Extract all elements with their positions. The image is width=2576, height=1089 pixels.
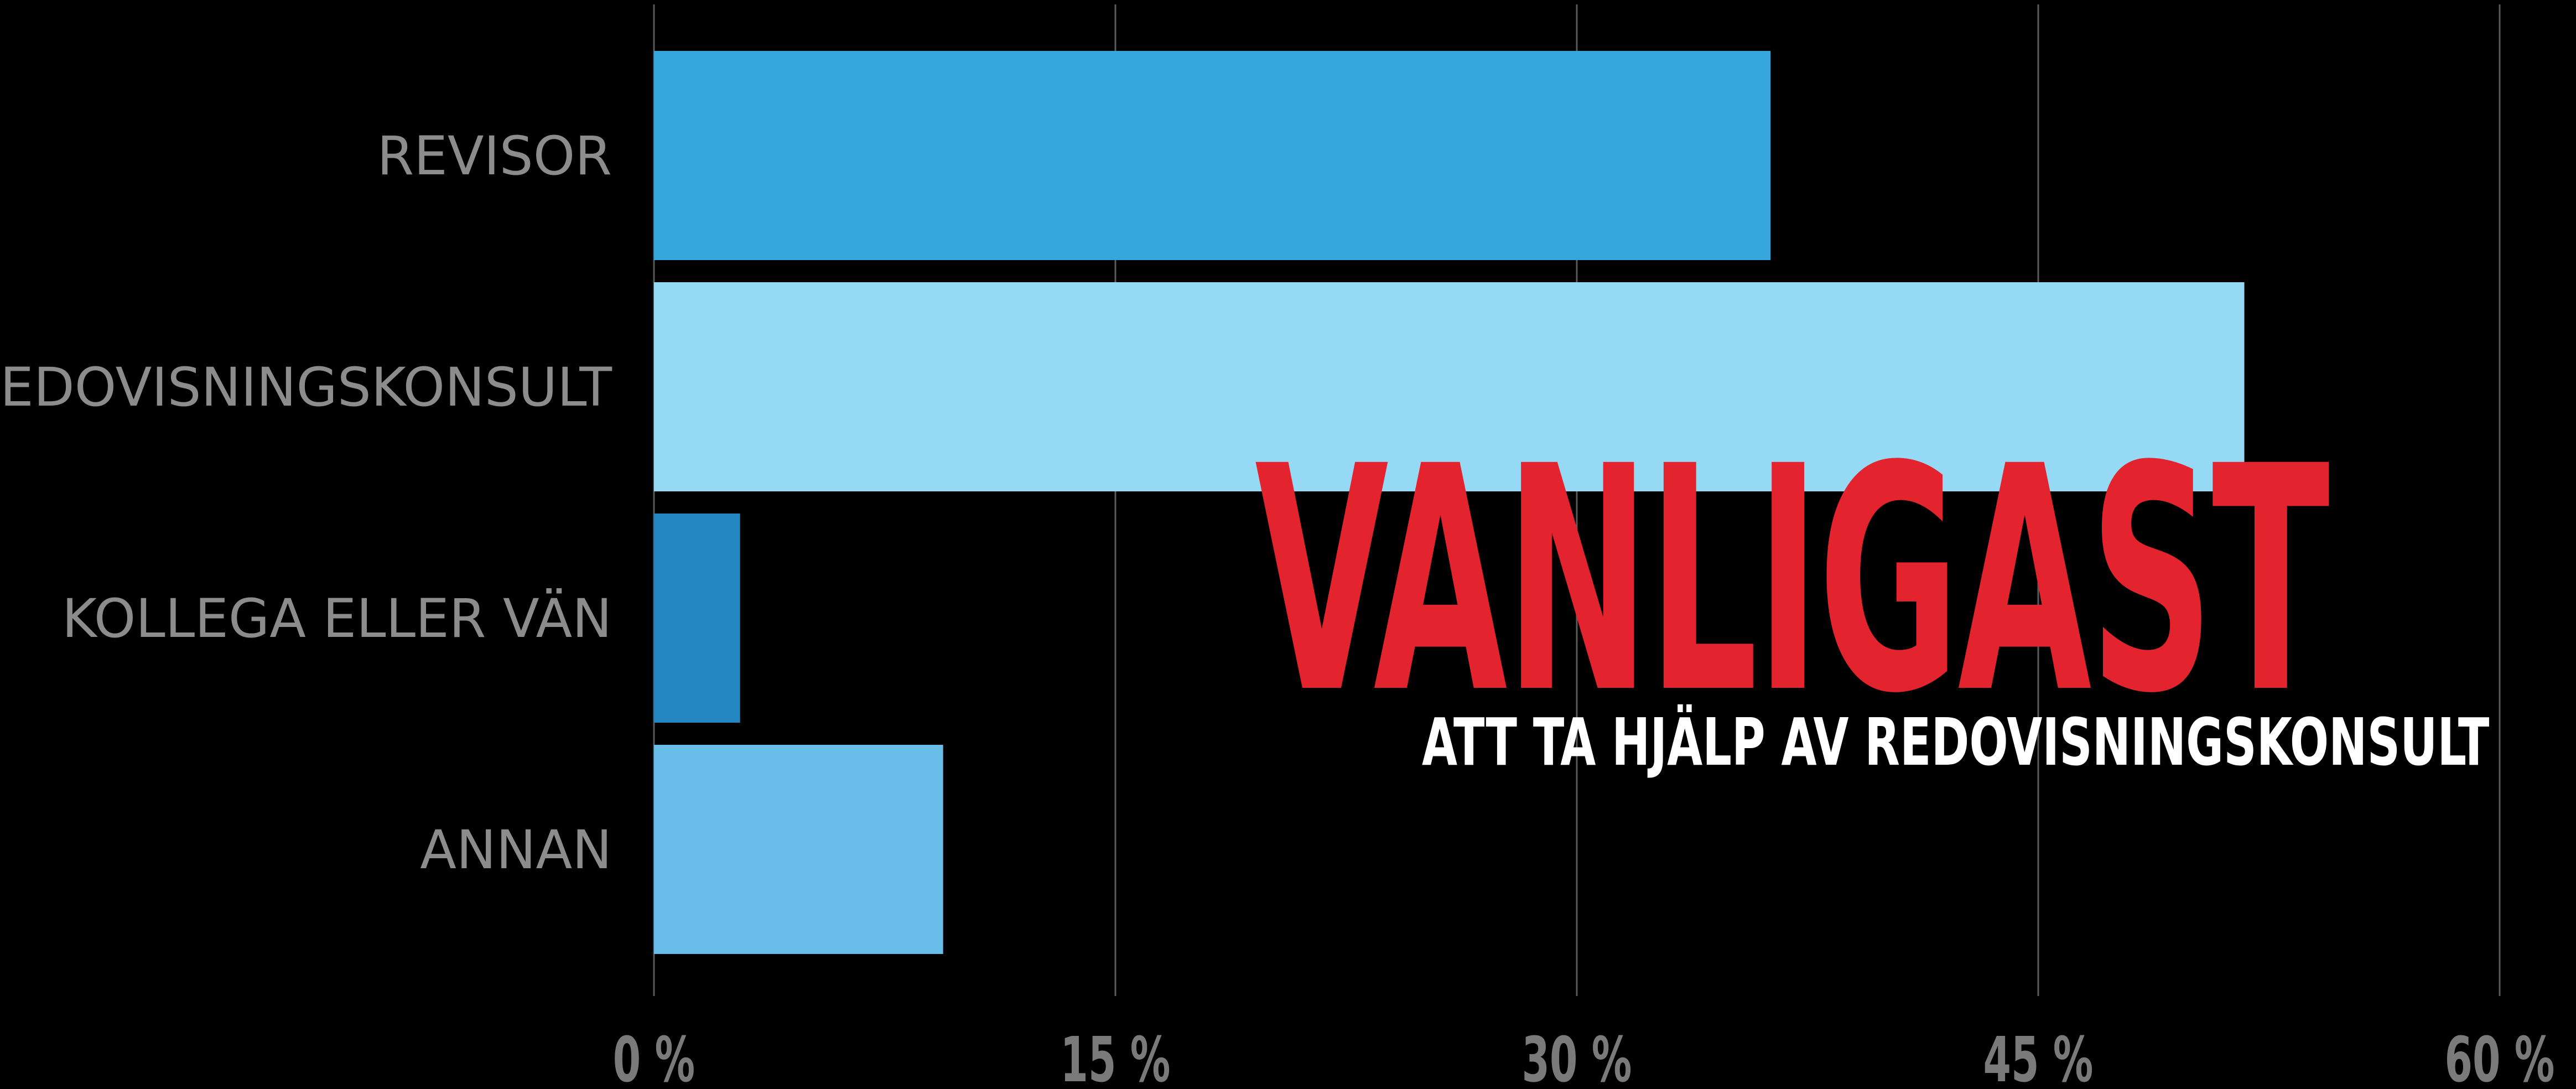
category-label-0: REVISOR <box>377 125 612 187</box>
bar-2 <box>654 514 740 723</box>
bar-1 <box>654 282 2245 491</box>
tick-label-0: 0 % <box>613 1024 695 1089</box>
bar-3 <box>654 745 943 954</box>
headline-annotation: VANLIGAST <box>1255 401 2330 761</box>
category-label-2: KOLLEGA ELLER VÄN <box>62 588 612 650</box>
tick-label-1: 15 % <box>1061 1024 1171 1089</box>
category-labels: REVISOR REDOVISNINGSKONSULT KOLLEGA ELLER … <box>0 125 612 881</box>
category-label-3: ANNAN <box>420 819 612 881</box>
x-axis-tick-labels: 0 % 15 % 30 % 45 % 60 % <box>613 1024 2555 1089</box>
tick-label-2: 30 % <box>1522 1024 1632 1089</box>
tick-label-3: 45 % <box>1983 1024 2094 1089</box>
bar-0 <box>654 51 1771 260</box>
bars <box>654 51 2245 954</box>
tick-label-4: 60 % <box>2445 1024 2555 1089</box>
category-label-1: REDOVISNINGSKONSULT <box>0 356 612 418</box>
subline-annotation: ATT TA HJÄLP AV REDOVISNINGSKONSULT <box>1422 704 2490 780</box>
